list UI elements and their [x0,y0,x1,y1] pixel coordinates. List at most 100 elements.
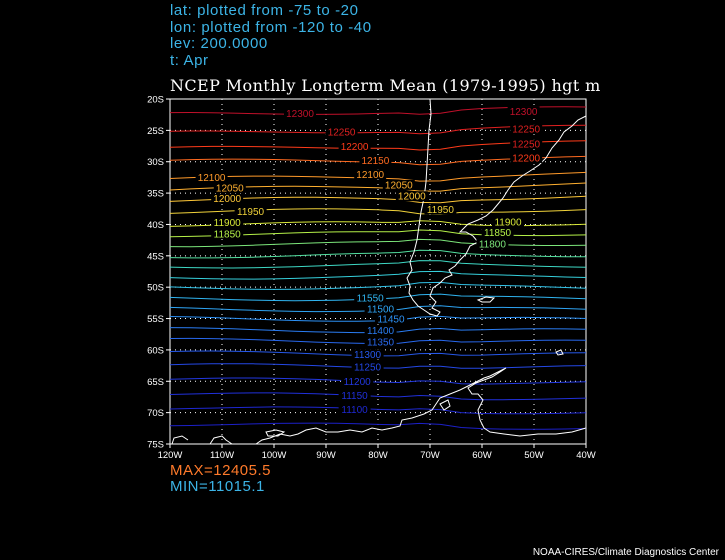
contour-label-bg [213,183,246,194]
lat-tick-label: 25S [147,126,164,137]
contour-label-bg [364,304,397,315]
contour-11150 [169,392,587,401]
lon-tick-label: 120W [158,450,183,461]
contour-label: 12050 [216,184,244,195]
lat-tick-label: 70S [147,408,164,419]
contour-label: 12150 [361,156,389,167]
contour-label: 11850 [484,228,512,239]
lon-tick-label: 80W [368,450,388,461]
gridlines [170,99,586,444]
contour-label-bg [507,106,540,117]
map-title: NCEP Monthly Longterm Mean (1979-1995) h… [170,76,601,95]
lon-tick-label: 70W [420,450,440,461]
contour-label-bg [338,404,371,415]
contour-label: 12250 [512,140,540,151]
contour-label: 11450 [377,315,405,326]
contour-11050 [169,422,587,430]
coastline-antarctic-peninsula [255,367,587,445]
contour-label: 12300 [510,107,538,118]
contour-label-bg [510,152,543,163]
contour-label-bg [492,216,524,227]
contour-label: 12100 [356,170,384,181]
contour-label: 11950 [237,207,265,218]
contour-11200 [169,377,587,385]
contour-11100 [169,406,587,415]
contour-label: 11250 [354,362,382,373]
coastline-alexander-island [439,399,451,411]
contour-11800 [169,238,587,248]
contour-label: 12200 [341,142,369,153]
contour-label-bg [424,204,457,215]
contour-label-bg [354,292,387,303]
contour-label-bg [359,155,392,166]
lat-tick-label: 20S [147,95,164,106]
contour-label: 11350 [367,337,395,348]
contour-label-bg [481,227,514,238]
contour-label: 11100 [341,405,368,416]
contour-label-bg [395,191,428,202]
contour-label: 12200 [512,153,540,164]
contour-label-bg [325,127,358,138]
contour-label: 11150 [341,391,368,402]
lat-tick-label: 60S [147,345,164,356]
longitude-axis: 120W 110W 100W 90W 80W 70W 60W 50W 40W [158,444,596,461]
lat-tick-label: 45S [147,251,164,262]
plot-metadata: lat: plotted from -75 to -20 lon: plotte… [170,2,372,69]
contour-11950 [169,208,587,215]
contour-label: 12300 [286,109,314,120]
coastline-thurston-island [265,429,286,437]
contour-label-bg [211,228,244,239]
contour-label: 12050 [385,180,413,191]
contour-label: 11300 [354,350,382,361]
contour-label-bg [351,361,384,372]
map-frame [169,98,587,445]
coastline-south-shetlands [555,349,564,356]
lat-tick-label: 55S [147,314,164,325]
lon-tick-label: 50W [524,450,544,461]
contour-labels: 12300 12300 12250 12250 12200 12250 12150 12200… [195,106,543,416]
lat-tick-label: 40S [147,220,164,231]
contour-label-bg [211,193,244,204]
time-text: t: Apr [170,51,209,69]
lat-range-text: lat: plotted from -75 to -20 [170,2,359,19]
contour-11650 [169,270,587,280]
contour-label-bg [211,217,244,228]
contour-label-bg [375,314,407,325]
contour-label-bg [341,376,374,387]
contour-label: 12100 [198,173,226,184]
min-value: MIN=11015.1 [170,478,265,495]
lat-tick-label: 75S [147,440,164,451]
contour-label: 11200 [344,377,372,388]
contour-label-bg [510,139,543,150]
contour-label-bg [364,336,397,347]
contour-label: 11800 [479,239,507,250]
contour-label-bg [354,169,387,180]
contour-11600 [169,281,587,290]
contour-label: 12000 [398,192,426,203]
contour-label-bg [195,172,228,183]
contour-label-bg [284,108,316,119]
contour-label: 12250 [328,128,356,139]
lon-tick-label: 110W [210,450,234,461]
contour-11700 [169,260,587,269]
contour-label: 12000 [213,194,241,205]
contour-label-bg [338,141,371,152]
contour-label: 12250 [512,125,540,136]
contour-label-bg [351,349,384,360]
coastline [171,98,587,445]
latitude-axis: 20S 25S 30S 35S 40S 45S 50S 55S 60S 65S 70S 75S [147,95,170,451]
contour-label-bg [510,124,543,135]
coastline-south-america [406,98,587,317]
lat-tick-label: 35S [147,189,164,200]
lon-tick-label: 90W [316,450,336,461]
contour-label: 11400 [367,326,395,337]
lat-tick-label: 30S [147,157,164,168]
coastline-west-antarctica [171,435,233,445]
contour-label-bg [234,206,267,217]
contour-label-bg [476,238,509,249]
coastline-falklands [476,296,496,303]
contour-label: 11900 [494,217,522,228]
contour-label: 11900 [214,218,242,229]
lon-tick-label: 60W [472,450,492,461]
